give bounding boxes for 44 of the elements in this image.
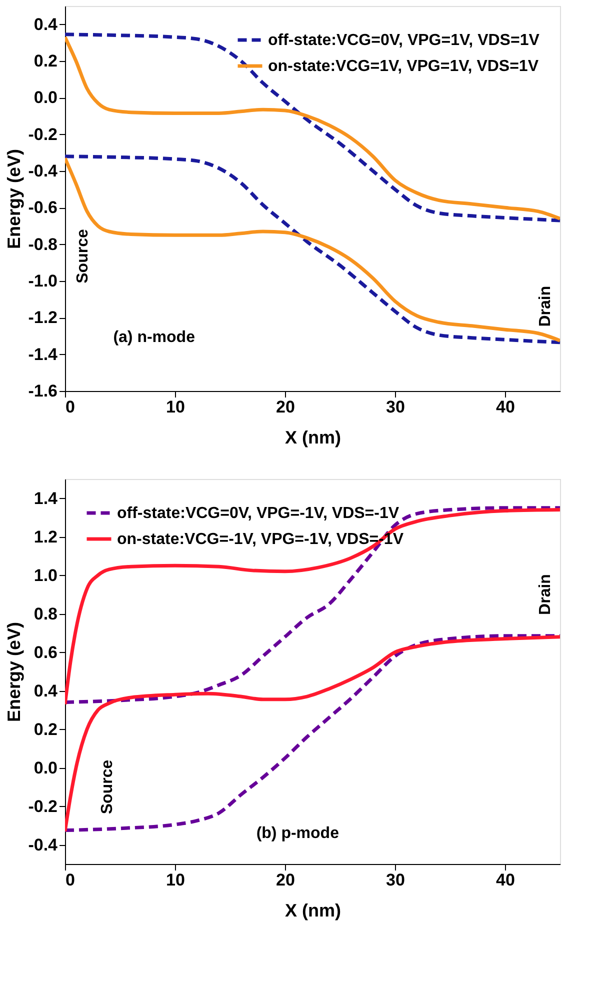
y-tick-label: 0.4 — [34, 681, 58, 700]
legend-label: off-state:VCG=0V, VPG=1V, VDS=1V — [268, 32, 540, 49]
y-tick-label: -0.8 — [28, 234, 58, 254]
y-tick-label: 0.2 — [34, 720, 58, 739]
annotation: (b) p-mode — [256, 825, 340, 842]
x-axis-title: X (nm) — [285, 900, 341, 920]
x-tick-label: 30 — [386, 870, 405, 890]
annotation: Source — [74, 229, 92, 284]
x-axis-title: X (nm) — [285, 428, 341, 448]
y-tick-label: 1.0 — [34, 566, 58, 585]
x-tick-label: 20 — [276, 870, 295, 890]
x-tick-label: 10 — [166, 870, 185, 890]
y-tick-label: -1.0 — [28, 272, 58, 290]
y-tick-label: 0.6 — [34, 642, 58, 662]
x-tick-label: 30 — [386, 398, 405, 416]
y-axis-title: Energy (eV) — [4, 622, 24, 722]
annotation: (a) n-mode — [113, 329, 196, 346]
x-tick-label: 40 — [496, 398, 515, 416]
x-tick-label: 0 — [66, 870, 75, 890]
y-tick-label: -0.4 — [28, 835, 58, 854]
x-tick-label: 10 — [166, 398, 185, 416]
y-tick-label: -0.6 — [28, 198, 58, 218]
y-tick-label: 0.0 — [34, 88, 58, 108]
y-axis-title: Energy (eV) — [4, 148, 24, 250]
y-tick-label: -0.2 — [28, 124, 58, 144]
y-tick-label: -1.2 — [28, 308, 58, 328]
legend-label: on-state:VCG=1V, VPG=1V, VDS=1V — [268, 58, 539, 75]
y-tick-label: 1.2 — [34, 527, 58, 546]
y-tick-label: -0.4 — [28, 162, 58, 180]
y-tick-label: -0.2 — [28, 796, 58, 816]
y-tick-label: 0.2 — [34, 52, 58, 70]
annotation: Drain — [537, 286, 554, 327]
x-tick-label: 0 — [66, 398, 75, 416]
y-tick-label: 0.0 — [34, 758, 58, 778]
y-tick-label: -1.4 — [28, 344, 58, 364]
annotation: Source — [99, 760, 116, 814]
y-tick-label: 1.4 — [34, 488, 58, 508]
x-tick-label: 40 — [496, 870, 515, 890]
y-tick-label: 0.8 — [34, 604, 58, 624]
y-tick-label: 0.4 — [34, 14, 58, 34]
x-tick-label: 20 — [276, 398, 295, 416]
y-tick-label: -1.6 — [28, 382, 58, 400]
legend-label: off-state:VCG=0V, VPG=-1V, VDS=-1V — [117, 505, 400, 522]
annotation: Drain — [537, 574, 554, 615]
